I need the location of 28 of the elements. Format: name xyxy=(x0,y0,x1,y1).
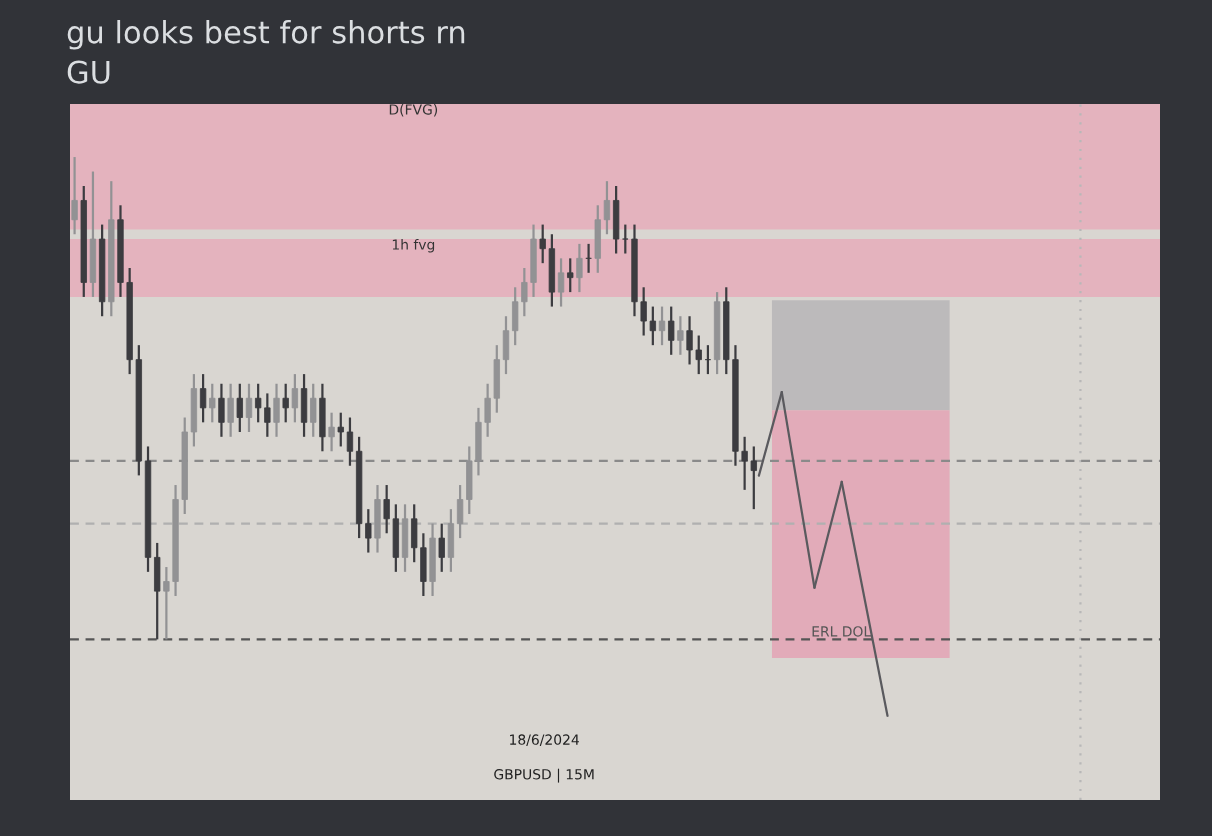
candlestick xyxy=(401,503,409,573)
candlestick xyxy=(319,382,326,453)
candlestick xyxy=(71,155,78,236)
candlestick xyxy=(291,372,299,424)
candlestick xyxy=(273,382,280,438)
candlestick xyxy=(612,184,620,255)
candlestick xyxy=(245,382,253,434)
chart-subtitle: GU xyxy=(67,60,110,84)
candlestick xyxy=(374,483,381,554)
candlestick xyxy=(218,382,225,438)
candlestick xyxy=(658,305,666,347)
chart-title: gu looks best for shorts rn xyxy=(67,20,465,50)
candlestick xyxy=(227,382,234,438)
candlestick xyxy=(89,170,97,299)
candlestick xyxy=(282,382,289,424)
candlestick xyxy=(328,411,335,453)
candlestick xyxy=(310,382,317,438)
candlestick xyxy=(557,257,565,308)
candlestick xyxy=(576,242,583,294)
candlestick xyxy=(567,257,574,294)
candlestick xyxy=(199,372,207,424)
candlestick xyxy=(677,315,684,356)
candlestick xyxy=(668,305,675,356)
candlestick xyxy=(429,522,436,598)
candlestick xyxy=(300,372,308,438)
candlestick xyxy=(236,382,243,434)
candlestick xyxy=(209,382,216,424)
candlestick xyxy=(438,522,445,573)
